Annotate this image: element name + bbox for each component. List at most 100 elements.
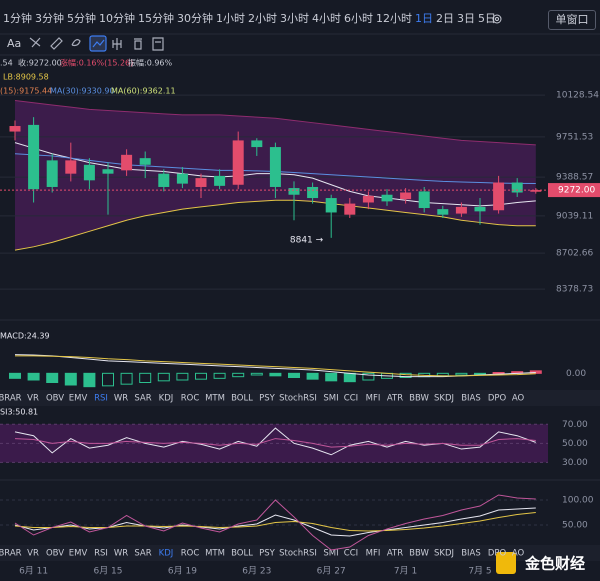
tool-icon[interactable] [92,39,105,48]
info-text: (15):9175.44 [0,87,52,96]
indicator-tab[interactable]: EMV [69,394,88,404]
indicator-tab[interactable]: BRAR [0,549,22,559]
indicator-tab[interactable]: BOLL [231,549,253,559]
indicator-tab[interactable]: MFI [366,549,381,559]
timeframe[interactable]: 2小时 [248,12,277,25]
timeframe[interactable]: 12小时 [376,12,412,25]
indicator-tab[interactable]: BBW [409,549,429,559]
timeframe[interactable]: 6小时 [344,12,373,25]
y-tick-label: 50.00 [562,439,588,449]
indicator-tab[interactable]: SMI [323,394,338,404]
indicator-tab[interactable]: VR [27,394,39,404]
indicator-tab[interactable]: PSY [259,394,276,404]
candle-body [9,126,21,132]
timeframe[interactable]: 1分钟 [3,12,32,25]
indicator-tab[interactable]: WR [114,549,128,559]
indicator-tab[interactable]: MTM [205,394,225,404]
indicator-tab[interactable]: ATR [387,549,403,559]
indicator-tab[interactable]: WR [114,394,128,404]
indicator-tab[interactable]: MTM [205,549,225,559]
y-tick-label: 50.00 [562,521,588,531]
indicator-tab[interactable]: MFI [366,394,381,404]
tab-row [0,390,600,406]
indicator-tab[interactable]: SAR [134,394,151,404]
timeframe[interactable]: 30分钟 [177,12,213,25]
indicator-tab[interactable]: SAR [134,549,151,559]
tool-icon[interactable] [71,39,81,47]
macd-bar [157,372,170,382]
indicator-tab[interactable]: SMI [323,549,338,559]
timeframe[interactable]: 15分钟 [138,12,174,25]
macd-bar [195,372,207,380]
timeframe[interactable]: 3小时 [280,12,309,25]
macd-bar [250,372,263,376]
timeframe[interactable]: 5日 [478,12,496,25]
band-line [14,100,536,146]
indicator-tab[interactable]: KDJ [159,549,174,559]
indicator-tab[interactable]: OBV [46,549,64,559]
macd-bar [325,372,338,382]
kdj-line [14,512,536,532]
indicator-tab[interactable]: DPO [488,549,507,559]
font-button[interactable]: Aa [7,37,22,50]
tool-icon[interactable] [50,37,63,50]
candle-body [362,195,374,203]
macd-bar [455,372,468,376]
macd-bar [120,372,133,385]
indicator-tab[interactable]: CCI [344,394,358,404]
window-button[interactable]: 单窗口 [548,10,596,30]
indicator-tab[interactable]: RSI [94,394,108,404]
indicator-tab[interactable]: PSY [259,549,276,559]
indicator-tab[interactable]: StochRSI [279,549,317,559]
indicator-tab[interactable]: CCI [344,549,358,559]
tool-icon[interactable] [152,37,164,51]
timeframe[interactable]: 3分钟 [35,12,64,25]
indicator-tab[interactable]: AO [512,549,525,559]
candle-body [176,173,188,184]
candle-body [418,191,430,209]
indicator-tab[interactable]: StochRSI [279,394,317,404]
macd-bar [492,372,505,374]
macd-bar [529,370,542,374]
candle-body [381,194,393,202]
timeframe[interactable]: 4小时 [312,12,341,25]
indicator-tab[interactable]: RSI [94,549,108,559]
candle-body [400,192,412,200]
candle-body [102,169,114,174]
timeframe[interactable]: 5分钟 [67,12,96,25]
timeframe[interactable]: 10分钟 [99,12,135,25]
settings-icon[interactable] [492,14,502,24]
tool-icon[interactable] [112,38,122,50]
indicator-tab[interactable]: SKDJ [434,549,454,559]
indicator-tab[interactable]: VR [27,549,39,559]
indicator-tab[interactable]: DPO [488,394,507,404]
timeframe[interactable]: 1日 [415,12,433,25]
indicator-tab[interactable]: SKDJ [434,394,454,404]
indicator-tab[interactable]: OBV [46,394,64,404]
info-text: 涨幅:0.16%(15.26) [60,58,133,68]
timeframe[interactable]: 2日 [436,12,454,25]
indicator-tab[interactable]: KDJ [159,394,174,404]
timeframe[interactable]: 3日 [457,12,475,25]
tool-icon[interactable] [29,37,41,48]
indicator-tab[interactable]: BBW [409,394,429,404]
x-tick-label: 6月 15 [93,566,122,577]
indicator-tab[interactable]: ROC [181,549,200,559]
indicator-tab[interactable]: ATR [387,394,403,404]
tool-icon[interactable] [134,38,142,50]
macd-bar [139,372,152,384]
indicator-tab[interactable]: BIAS [461,394,481,404]
candle-body [530,190,542,192]
macd-bar [269,372,282,377]
macd-bar [102,372,114,387]
indicator-tab[interactable]: BIAS [461,549,481,559]
indicator-tab[interactable]: AO [512,394,525,404]
logo: 金色财经 [496,552,585,574]
indicator-tab[interactable]: BOLL [231,394,253,404]
timeframe[interactable]: 1小时 [216,12,245,25]
indicator-tab[interactable]: BRAR [0,394,22,404]
indicator-tab[interactable]: ROC [181,394,200,404]
y-tick-label: 100.00 [562,496,594,506]
indicator-tab[interactable]: EMV [69,549,88,559]
macd-bar [176,372,189,381]
